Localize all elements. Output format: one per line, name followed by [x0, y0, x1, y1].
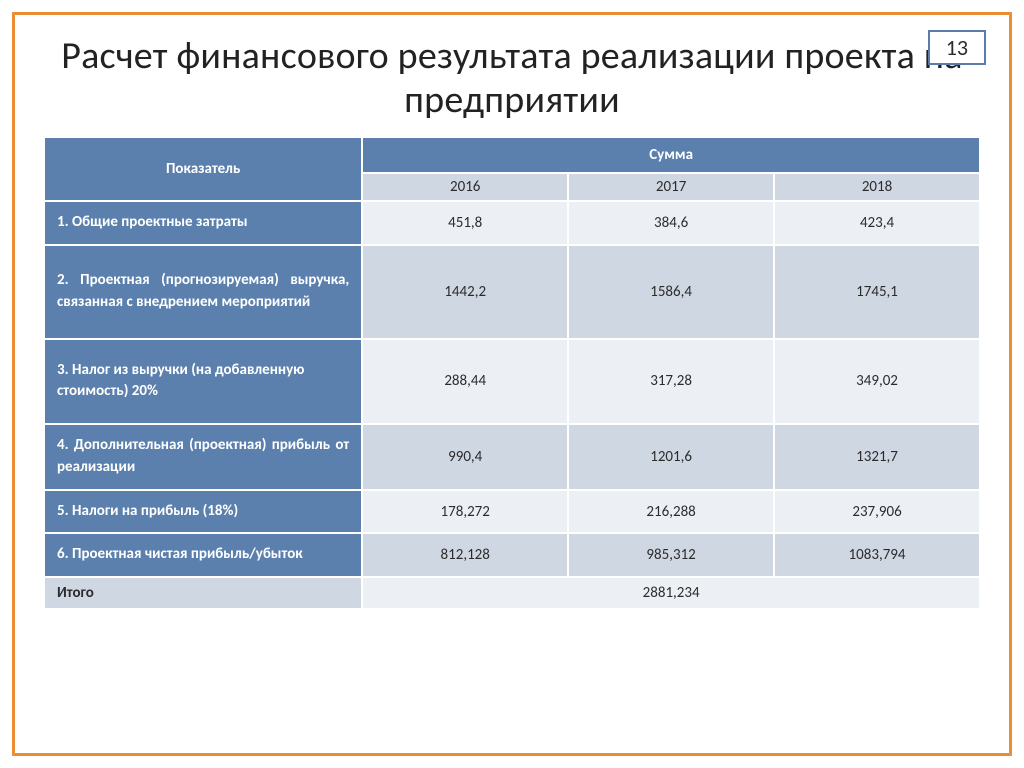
cell: 451,8 — [362, 201, 568, 245]
row-label: 4. Дополнительная (проектная) прибыль от… — [44, 424, 362, 490]
page-number: 13 — [946, 34, 968, 61]
table-row: 4. Дополнительная (проектная) прибыль от… — [44, 424, 980, 490]
table-row: 3. Налог из выручки (на добавленную стои… — [44, 339, 980, 425]
row-label: 3. Налог из выручки (на добавленную стои… — [44, 339, 362, 425]
col-indicator: Показатель — [44, 137, 362, 201]
col-year-2018: 2018 — [774, 173, 980, 201]
cell: 990,4 — [362, 424, 568, 490]
col-sum: Сумма — [362, 137, 980, 173]
cell: 1586,4 — [568, 245, 774, 339]
cell: 317,28 — [568, 339, 774, 425]
table-row: 1. Общие проектные затраты 451,8 384,6 4… — [44, 201, 980, 245]
table-total-row: Итого 2881,234 — [44, 577, 980, 609]
row-label: 1. Общие проектные затраты — [44, 201, 362, 245]
table-row: 6. Проектная чистая прибыль/убыток 812,1… — [44, 533, 980, 577]
table-row: 2. Проектная (прогнозируемая) выручка, с… — [44, 245, 980, 339]
total-value: 2881,234 — [362, 577, 980, 609]
cell: 1321,7 — [774, 424, 980, 490]
page-number-badge: 13 — [928, 30, 986, 65]
total-label: Итого — [44, 577, 362, 609]
cell: 985,312 — [568, 533, 774, 577]
cell: 1201,6 — [568, 424, 774, 490]
cell: 288,44 — [362, 339, 568, 425]
slide-frame: Расчет финансового результата реализации… — [12, 12, 1012, 756]
cell: 812,128 — [362, 533, 568, 577]
table-header-row-1: Показатель Сумма — [44, 137, 980, 173]
cell: 216,288 — [568, 490, 774, 534]
row-label: 6. Проектная чистая прибыль/убыток — [44, 533, 362, 577]
table-row: 5. Налоги на прибыль (18%) 178,272 216,2… — [44, 490, 980, 534]
cell: 1745,1 — [774, 245, 980, 339]
slide-title: Расчет финансового результата реализации… — [43, 35, 981, 122]
row-label: 2. Проектная (прогнозируемая) выручка, с… — [44, 245, 362, 339]
financial-table: Показатель Сумма 2016 2017 2018 1. Общие… — [43, 136, 981, 610]
cell: 237,906 — [774, 490, 980, 534]
row-label: 5. Налоги на прибыль (18%) — [44, 490, 362, 534]
cell: 178,272 — [362, 490, 568, 534]
cell: 1083,794 — [774, 533, 980, 577]
col-year-2016: 2016 — [362, 173, 568, 201]
cell: 384,6 — [568, 201, 774, 245]
col-year-2017: 2017 — [568, 173, 774, 201]
cell: 1442,2 — [362, 245, 568, 339]
cell: 423,4 — [774, 201, 980, 245]
cell: 349,02 — [774, 339, 980, 425]
